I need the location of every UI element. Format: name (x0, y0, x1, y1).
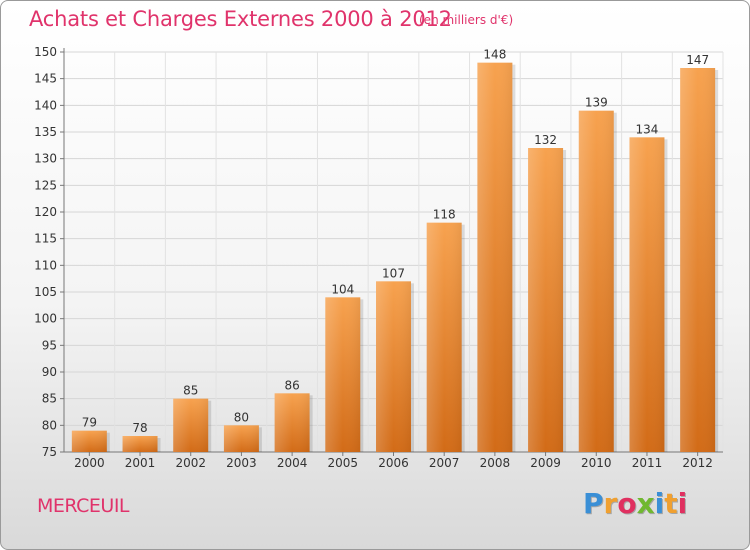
y-tick-label: 115 (34, 232, 57, 246)
x-tick-label: 2001 (125, 456, 156, 470)
y-tick-label: 85 (42, 392, 57, 406)
y-tick-label: 145 (34, 72, 57, 86)
bar-highlight (173, 398, 209, 452)
data-label: 86 (284, 378, 299, 392)
bar-highlight (223, 425, 259, 452)
bar-highlight (629, 137, 665, 453)
x-tick-label: 2007 (429, 456, 460, 470)
logo-letter: t (664, 487, 678, 520)
data-label: 79 (82, 416, 97, 430)
bar-highlight (376, 281, 411, 452)
logo-letter: P (583, 487, 604, 520)
x-tick-label: 2008 (480, 456, 511, 470)
x-tick-label: 2005 (328, 456, 359, 470)
x-tick-label: 2010 (581, 456, 612, 470)
y-tick-label: 135 (34, 125, 57, 139)
data-label: 134 (636, 122, 659, 136)
data-label: 80 (234, 410, 249, 424)
x-tick-label: 2011 (632, 456, 663, 470)
bar-highlight (578, 110, 614, 453)
y-tick-label: 150 (34, 45, 57, 59)
bar-highlight (71, 430, 107, 452)
x-tick-label: 2003 (226, 456, 257, 470)
y-tick-label: 105 (34, 285, 57, 299)
y-tick-label: 80 (42, 418, 57, 432)
x-tick-label: 2004 (277, 456, 308, 470)
data-label: 139 (585, 96, 608, 110)
data-label: 78 (132, 421, 147, 435)
data-label: 85 (183, 384, 198, 398)
x-tick-label: 2000 (74, 456, 105, 470)
x-tick-label: 2002 (175, 456, 206, 470)
bar-highlight (426, 222, 462, 452)
y-tick-label: 95 (42, 338, 57, 352)
bar-highlight (528, 148, 564, 452)
y-tick-label: 110 (34, 258, 57, 272)
x-tick-label: 2006 (378, 456, 409, 470)
bar-highlight (274, 393, 310, 452)
data-label: 132 (534, 133, 557, 147)
y-tick-label: 100 (34, 312, 57, 326)
y-tick-label: 90 (42, 365, 57, 379)
data-label: 147 (686, 53, 709, 67)
data-label: 107 (382, 266, 405, 280)
logo-letter: i (677, 487, 688, 520)
chart-title: Achats et Charges Externes 2000 à 2012 (29, 7, 452, 31)
y-tick-label: 120 (34, 205, 57, 219)
city-name: MERCEUIL (37, 495, 130, 517)
bar-highlight (477, 62, 513, 453)
y-tick-label: 125 (34, 178, 57, 192)
bar-highlight (122, 436, 158, 452)
chart-subtitle: (en milliers d'€) (419, 13, 514, 27)
logo-letter: o (617, 487, 637, 520)
bar-highlight (680, 68, 716, 452)
logo-letter: r (603, 487, 618, 520)
data-label: 148 (483, 48, 506, 62)
y-tick-label: 140 (34, 98, 57, 112)
logo-letter: x (636, 487, 655, 520)
x-tick-label: 2012 (682, 456, 713, 470)
bar-highlight (325, 297, 361, 452)
y-tick-label: 130 (34, 152, 57, 166)
data-label: 104 (331, 282, 354, 296)
data-label: 118 (433, 208, 456, 222)
y-tick-label: 75 (42, 445, 57, 459)
x-tick-label: 2009 (530, 456, 561, 470)
proxiti-logo: Proxiti (583, 487, 687, 520)
logo-letter: i (654, 487, 665, 520)
